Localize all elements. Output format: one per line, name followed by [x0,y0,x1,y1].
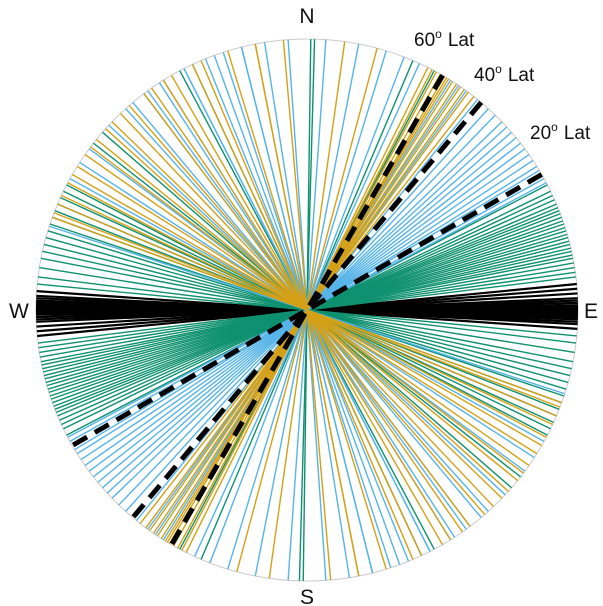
lat-label-60: 60o Lat [414,27,475,51]
label-north: N [299,5,314,28]
label-east: E [584,300,598,323]
direction-lines [35,39,579,581]
gold-lines-line [282,39,332,581]
lat-label-20: 20o Lat [530,120,591,144]
lat-label-40: 40o Lat [474,62,535,86]
reference-lines [71,74,543,546]
label-south: S [300,586,314,606]
reference-line-40 [130,100,484,520]
label-west: W [9,300,29,323]
reference-line-60 [169,74,445,546]
reference-line-20 [71,172,543,448]
